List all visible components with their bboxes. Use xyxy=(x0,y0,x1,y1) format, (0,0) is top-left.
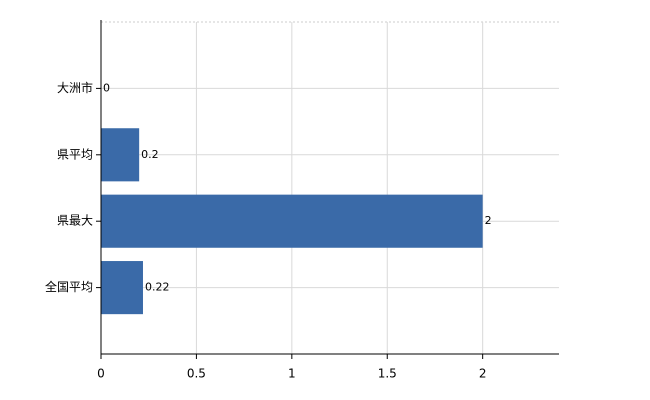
value-label: 2 xyxy=(485,214,492,227)
value-label: 0 xyxy=(103,81,110,94)
y-tick-label: 大洲市 xyxy=(57,80,93,95)
value-label: 0.22 xyxy=(145,281,170,294)
bar xyxy=(101,261,143,315)
value-label: 0.2 xyxy=(141,148,159,161)
x-tick-label: 1.5 xyxy=(378,367,397,381)
y-tick-label: 県平均 xyxy=(57,147,93,161)
bar xyxy=(101,128,140,182)
x-tick-label: 0 xyxy=(97,367,105,381)
bar xyxy=(101,194,483,248)
y-tick-label: 県最大 xyxy=(57,214,93,228)
x-tick-label: 1 xyxy=(288,367,296,381)
x-tick-label: 2 xyxy=(479,367,487,381)
y-tick-label: 全国平均 xyxy=(45,279,93,294)
x-tick-label: 0.5 xyxy=(187,367,206,381)
